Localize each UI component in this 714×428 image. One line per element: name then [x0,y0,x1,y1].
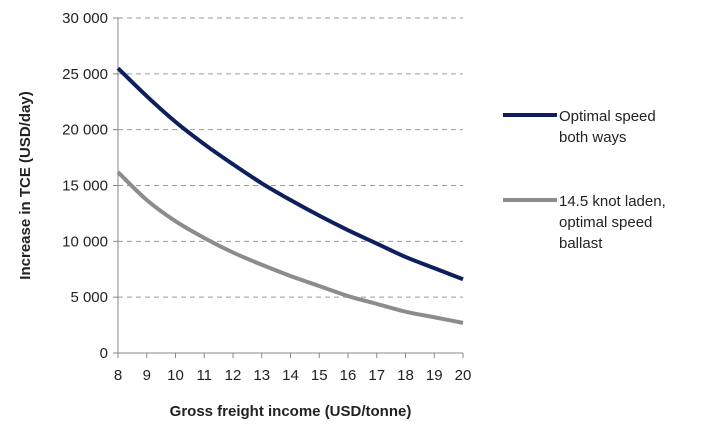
legend-label: optimal speed [559,214,652,231]
legend-label: 14.5 knot laden, [559,193,666,210]
grid-lines [118,17,463,298]
legend-item-2: 14.5 knot laden, optimal speed ballast [503,193,666,252]
x-tick-label: 10 [167,367,184,384]
legend-item-1: Optimal speed both ways [503,108,656,146]
x-tick-label: 8 [114,367,122,384]
legend: Optimal speed both ways 14.5 knot laden, op… [503,108,666,252]
x-axis-ticks: 8 9 10 11 12 13 14 15 16 17 18 19 20 [114,353,472,384]
x-tick-label: 20 [455,367,472,384]
x-tick-label: 11 [196,367,212,384]
x-tick-label: 19 [426,367,443,384]
series-lines [116,66,464,325]
y-tick-label: 15 000 [62,178,108,195]
y-axis-title: Increase in TCE (USD/day) [17,91,34,279]
y-tick-label: 25 000 [62,66,108,83]
legend-label: both ways [559,129,627,146]
y-tick-label: 30 000 [62,10,108,27]
legend-label: Optimal speed [559,108,656,125]
x-tick-label: 12 [225,367,242,384]
x-tick-label: 13 [253,367,270,384]
series-line-1 [116,66,464,282]
y-axis-ticks: 0 5 000 10 000 15 000 20 000 25 000 30 000 [62,10,118,362]
y-tick-label: 0 [100,345,108,362]
y-tick-label: 5 000 [70,289,108,306]
x-tick-label: 18 [397,367,414,384]
x-tick-label: 9 [143,367,151,384]
legend-label: ballast [559,235,603,252]
y-tick-label: 10 000 [62,233,108,250]
x-tick-label: 16 [340,367,357,384]
x-tick-label: 17 [368,367,385,384]
x-tick-label: 14 [282,367,299,384]
x-axis-title: Gross freight income (USD/tonne) [170,403,412,420]
y-tick-label: 20 000 [62,122,108,139]
x-tick-label: 15 [311,367,328,384]
series-line-2 [116,170,464,325]
